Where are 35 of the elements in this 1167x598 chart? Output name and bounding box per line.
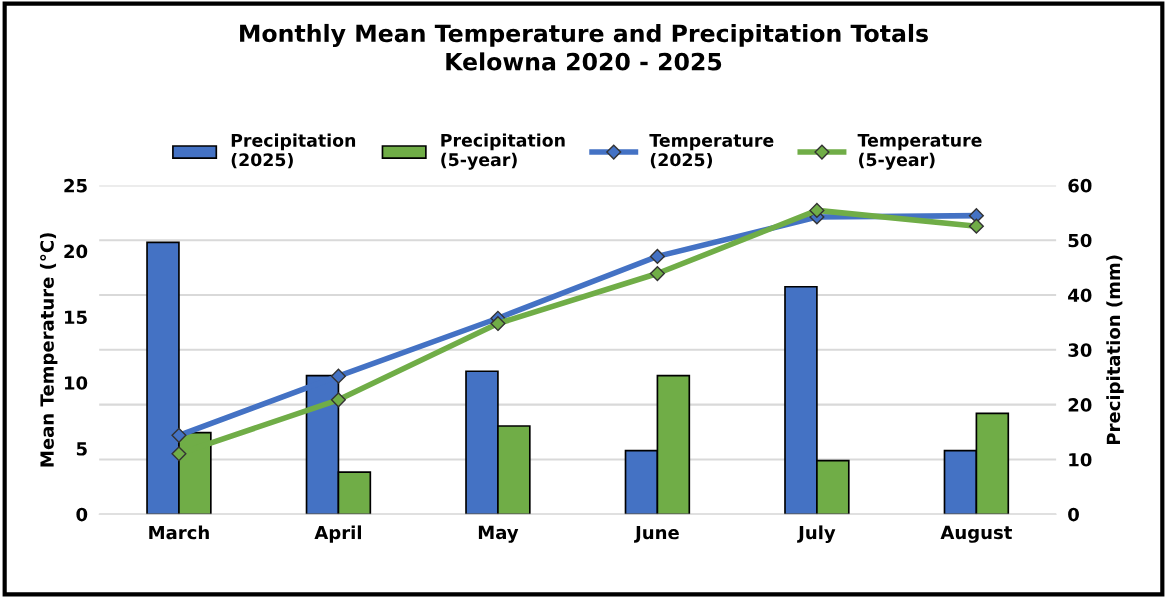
y-tick-label: 25 xyxy=(64,178,87,193)
point xyxy=(968,218,984,234)
point xyxy=(171,446,187,462)
y2-tick-label: 20 xyxy=(1068,398,1092,412)
y2-tick-label: 50 xyxy=(1068,233,1092,248)
y-tick-label: 5 xyxy=(76,442,87,456)
point xyxy=(171,427,187,443)
legend-label: Temperature (2025) xyxy=(649,133,774,169)
legend-label: Precipitation (5-year) xyxy=(441,133,565,170)
y-tick-label: 15 xyxy=(65,310,87,325)
y2-tick-label: 0 xyxy=(1068,507,1079,522)
legend-label: Precipitation (2025) xyxy=(231,133,356,169)
point xyxy=(649,248,665,264)
y2-tick-label: 40 xyxy=(1068,288,1092,303)
x-tick-label: March xyxy=(149,525,209,540)
point xyxy=(649,265,665,282)
x-tick-label: May xyxy=(478,525,519,543)
legend-label: Temperature (5-year) xyxy=(857,133,982,170)
x-tick-label: August xyxy=(940,525,1012,543)
x-tick-label: July xyxy=(797,525,836,544)
y2-tick-label: 10 xyxy=(1069,452,1092,467)
y-tick-label: 10 xyxy=(65,376,88,390)
point xyxy=(490,315,506,332)
x-tick-label: April xyxy=(314,525,361,543)
x-tick-label: June xyxy=(634,525,679,543)
y2-axis-title: Precipitation (mm) xyxy=(1106,255,1124,445)
point xyxy=(809,202,825,218)
y-tick-label: 20 xyxy=(64,244,88,259)
point xyxy=(330,368,347,384)
y-axis-title: Mean Temperature (°C) xyxy=(39,233,58,467)
y-tick-label: 0 xyxy=(76,507,88,522)
y2-tick-label: 60 xyxy=(1068,178,1092,193)
point xyxy=(330,392,347,408)
chart-title: Monthly Mean Temperature and Precipitation Totals Kelowna 2020 - 2025 xyxy=(240,23,928,71)
y2-tick-label: 30 xyxy=(1068,343,1092,357)
